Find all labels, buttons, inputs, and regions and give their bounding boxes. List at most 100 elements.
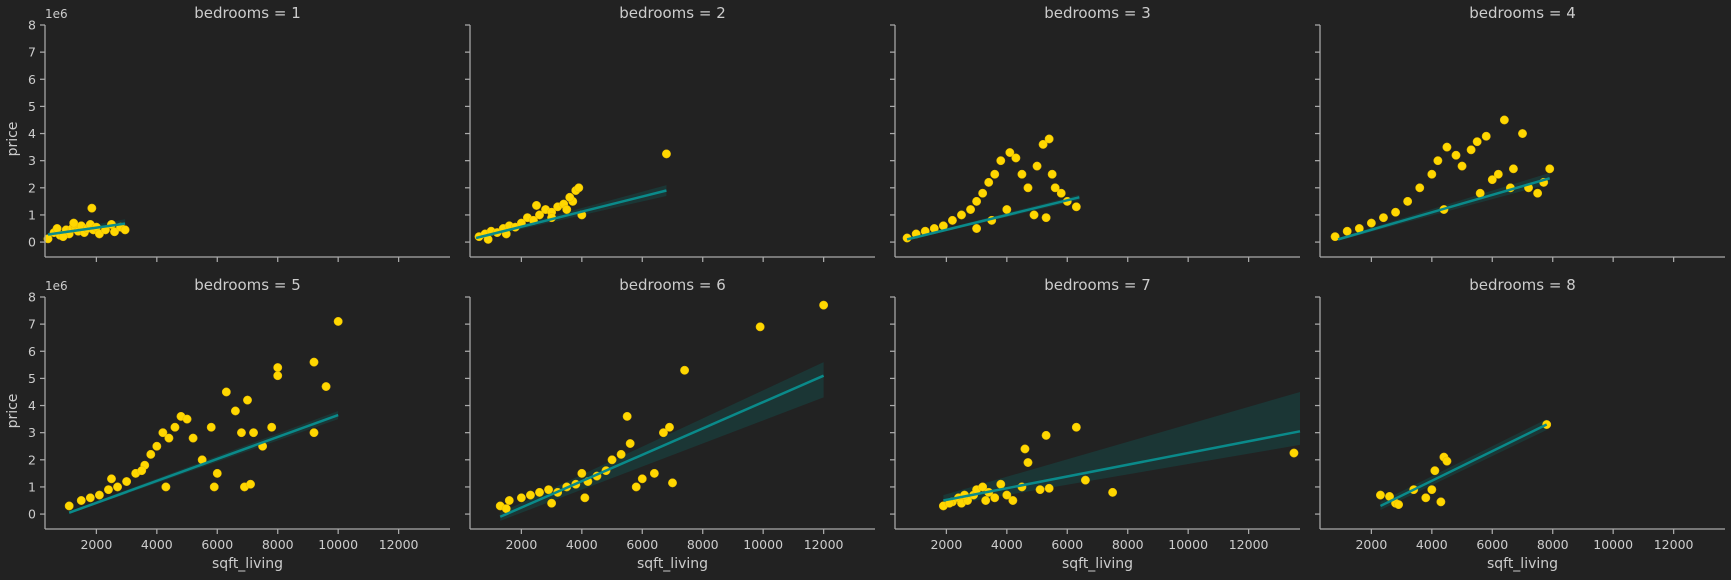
x-tick-label: 2000 xyxy=(505,537,537,552)
data-point xyxy=(1508,164,1518,174)
data-point xyxy=(978,482,988,492)
data-point xyxy=(616,449,626,459)
data-point xyxy=(1427,485,1437,495)
data-point xyxy=(622,411,632,421)
data-point xyxy=(1493,169,1503,179)
data-point xyxy=(120,225,130,235)
data-point xyxy=(1466,145,1476,155)
panel-title: bedrooms = 8 xyxy=(1469,276,1576,294)
x-axis-label: sqft_living xyxy=(212,556,283,572)
data-point xyxy=(1421,493,1431,503)
regression-line xyxy=(1337,177,1551,241)
data-point xyxy=(577,468,587,478)
data-point xyxy=(1023,183,1033,193)
data-point xyxy=(246,479,255,489)
data-point xyxy=(755,322,765,332)
panel-bedrooms-1: 0 1 2 3 4 5 6 7 8 bedrooms = 1 price 1e6 xyxy=(5,4,450,262)
data-point xyxy=(680,365,690,375)
y-tick-label: 2 xyxy=(28,452,36,467)
y-tick-label: 7 xyxy=(28,45,36,60)
data-point xyxy=(309,428,319,438)
x-tick-label: 4000 xyxy=(566,537,598,552)
data-point xyxy=(1391,207,1401,217)
data-point xyxy=(321,382,331,391)
panel-bedrooms-4: bedrooms = 4 xyxy=(1315,4,1725,262)
data-point xyxy=(188,433,198,443)
y-tick-label: 8 xyxy=(28,18,36,33)
panel-title: bedrooms = 7 xyxy=(1044,276,1151,294)
data-point xyxy=(1436,497,1446,507)
data-point xyxy=(113,482,122,492)
x-tick-label: 10000 xyxy=(743,537,783,552)
data-point xyxy=(1020,444,1030,454)
data-point xyxy=(1394,500,1404,510)
data-point xyxy=(69,218,79,228)
data-point xyxy=(966,205,976,214)
panel-bedrooms-3: bedrooms = 3 xyxy=(890,4,1300,262)
y-tick-label: 5 xyxy=(28,99,36,114)
panel-bedrooms-7: 2000 4000 6000 8000 10000 12000 bedrooms = 7 sq… xyxy=(890,276,1301,572)
y-tick-label: 1 xyxy=(28,207,36,222)
regression-line xyxy=(1379,423,1548,508)
x-tick-label: 10000 xyxy=(1593,537,1633,552)
data-point xyxy=(1475,188,1485,198)
regression-line xyxy=(943,430,1301,502)
data-point xyxy=(104,485,113,495)
data-point xyxy=(164,433,174,443)
y-tick-label: 2 xyxy=(28,180,36,195)
data-point xyxy=(1379,213,1388,223)
panel-title: bedrooms = 3 xyxy=(1044,4,1151,22)
data-point xyxy=(1080,475,1090,485)
data-point xyxy=(249,428,258,438)
data-point xyxy=(1050,183,1060,193)
data-point xyxy=(1518,129,1527,138)
data-point xyxy=(76,496,86,505)
data-point xyxy=(631,482,641,492)
x-tick-label: 12000 xyxy=(1654,537,1694,552)
data-point xyxy=(1032,161,1042,171)
data-point xyxy=(221,387,231,397)
x-tick-label: 10000 xyxy=(318,537,358,552)
data-point xyxy=(649,468,659,478)
data-point xyxy=(984,177,994,187)
x-tick-label: 8000 xyxy=(1537,537,1569,552)
data-point xyxy=(1366,218,1376,228)
data-point xyxy=(516,493,526,503)
panel-bedrooms-5: 0 1 2 3 4 5 6 7 8 2000 4000 6000 8000 10000 12000 bedro… xyxy=(5,276,450,572)
data-point xyxy=(1035,485,1045,495)
regression-line xyxy=(906,196,1080,241)
y-tick-label: 4 xyxy=(28,126,36,141)
data-point xyxy=(1415,183,1425,193)
x-tick-label: 6000 xyxy=(201,537,233,552)
panel-title: bedrooms = 6 xyxy=(619,276,726,294)
data-point xyxy=(85,493,95,503)
x-tick-label: 2000 xyxy=(930,537,962,552)
confidence-band xyxy=(500,362,824,521)
data-point xyxy=(206,422,216,432)
panel-title: bedrooms = 4 xyxy=(1469,4,1576,22)
data-point xyxy=(1108,487,1118,497)
y-tick-label: 4 xyxy=(28,398,36,413)
data-point xyxy=(1002,490,1012,500)
panel-bedrooms-6: 2000 4000 6000 8000 10000 12000 bedrooms = 6 sq… xyxy=(465,276,875,572)
data-point xyxy=(1041,430,1051,440)
data-point xyxy=(1044,483,1054,493)
data-point xyxy=(1044,134,1054,144)
data-point xyxy=(1017,169,1027,179)
data-point xyxy=(981,496,991,505)
data-point xyxy=(243,395,252,405)
x-tick-label: 10000 xyxy=(1168,537,1208,552)
data-point xyxy=(1442,456,1452,466)
data-point xyxy=(1041,213,1051,223)
data-point xyxy=(1342,226,1352,236)
data-point xyxy=(972,196,982,206)
data-point xyxy=(152,441,162,451)
panel-title: bedrooms = 5 xyxy=(194,276,301,294)
data-point xyxy=(1002,205,1012,214)
data-point xyxy=(107,474,116,484)
x-tick-label: 12000 xyxy=(379,537,419,552)
data-point xyxy=(990,169,1000,179)
data-point xyxy=(212,468,222,478)
x-tick-label: 6000 xyxy=(626,537,658,552)
